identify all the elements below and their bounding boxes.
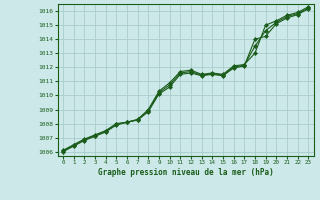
X-axis label: Graphe pression niveau de la mer (hPa): Graphe pression niveau de la mer (hPa): [98, 168, 274, 177]
